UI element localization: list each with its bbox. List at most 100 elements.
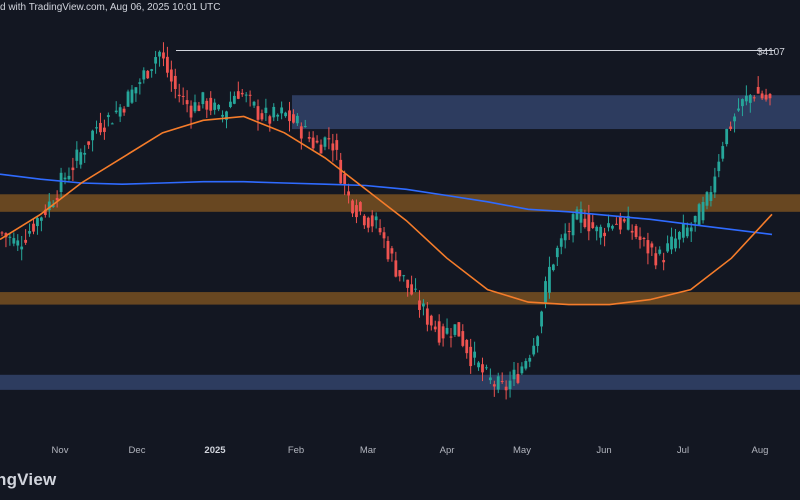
candle-body: [177, 94, 181, 97]
candle-body: [362, 215, 366, 226]
candle-body: [276, 114, 280, 117]
candle-body: [366, 217, 370, 228]
candle-body: [260, 113, 264, 120]
candle-body: [615, 223, 618, 225]
candle-body: [307, 137, 311, 139]
candle-body: [16, 240, 20, 246]
candle-body: [99, 122, 102, 133]
candle-body: [591, 222, 595, 228]
candle-body: [555, 247, 559, 258]
zone-bottom-demand: [0, 374, 800, 390]
candle-body: [441, 326, 445, 339]
candle-body: [24, 239, 28, 243]
candle-body: [351, 200, 354, 214]
candle-body: [425, 308, 429, 325]
candle-body: [760, 93, 764, 99]
candle-body: [47, 201, 51, 211]
candle-body: [544, 281, 547, 303]
candle-body: [63, 177, 67, 180]
candle-body: [359, 202, 362, 212]
candle-body: [292, 114, 295, 123]
candle-body: [189, 105, 193, 118]
candle-body: [461, 331, 465, 346]
candle-body: [398, 270, 402, 277]
candle-body: [201, 92, 205, 105]
candle-body: [303, 126, 307, 128]
candle-body: [12, 238, 16, 244]
candle-body: [83, 152, 87, 155]
candle-body: [563, 233, 567, 241]
candle-body: [575, 209, 579, 220]
candle-body: [713, 176, 717, 193]
candle-body: [256, 106, 260, 120]
candle-body: [488, 377, 492, 381]
candle-body: [146, 70, 150, 79]
candle-body: [272, 106, 276, 118]
candle-body: [205, 100, 209, 110]
candle-body: [232, 95, 236, 104]
candle-body: [386, 240, 390, 260]
candle-body: [429, 315, 433, 326]
candle-body: [626, 215, 630, 230]
candle-body: [229, 101, 232, 108]
candle-body: [485, 367, 488, 369]
candle-body: [197, 105, 201, 111]
candle-body: [248, 94, 252, 96]
candle-body: [689, 227, 693, 232]
candle-body: [725, 129, 729, 145]
candle-body: [91, 130, 94, 141]
x-tick-label: 2025: [204, 445, 226, 456]
candle-body: [512, 369, 516, 380]
candle-body: [453, 324, 457, 335]
candle-body: [634, 225, 638, 238]
candle-body: [445, 327, 449, 334]
candle-body: [693, 215, 697, 223]
candle-body: [567, 230, 571, 232]
candle-body: [284, 112, 287, 117]
candle-body: [457, 322, 461, 337]
candle-body: [343, 174, 347, 185]
candle-body: [611, 225, 614, 229]
x-tick-label: Apr: [439, 445, 455, 456]
candle-body: [142, 70, 146, 80]
candle-body: [524, 361, 528, 369]
candle-body: [315, 140, 319, 143]
x-tick-label: Jul: [676, 445, 690, 456]
candle-body: [240, 92, 244, 95]
candle-body: [339, 159, 343, 184]
candle-body: [181, 95, 185, 97]
x-tick-label: Dec: [128, 445, 146, 456]
candle-body: [622, 219, 626, 222]
candle-body: [685, 227, 689, 237]
candle-body: [492, 384, 496, 387]
candle-body: [449, 336, 453, 338]
candle-body: [548, 266, 551, 293]
candle-body: [138, 82, 142, 85]
candle-body: [51, 205, 55, 207]
candle-body: [331, 143, 335, 151]
candle-body: [8, 236, 12, 238]
candle-body: [67, 175, 71, 180]
candle-body: [504, 386, 508, 391]
candle-body: [264, 107, 268, 114]
candle-body: [520, 366, 524, 374]
candle-body: [414, 288, 417, 290]
candle-body: [599, 226, 603, 238]
candle-body: [36, 218, 39, 227]
candle-body: [666, 243, 669, 252]
x-tick-label: May: [513, 445, 531, 456]
candle-body: [646, 240, 650, 254]
candle-body: [654, 253, 658, 266]
candle-body: [701, 202, 705, 221]
candle-body: [209, 97, 213, 111]
candle-body: [213, 102, 217, 110]
candle-body: [587, 214, 591, 232]
candle-body: [134, 87, 138, 94]
candle-body: [162, 52, 165, 59]
x-tick-label: Mar: [359, 445, 377, 456]
candle-body: [118, 107, 122, 117]
candle-body: [496, 376, 500, 390]
